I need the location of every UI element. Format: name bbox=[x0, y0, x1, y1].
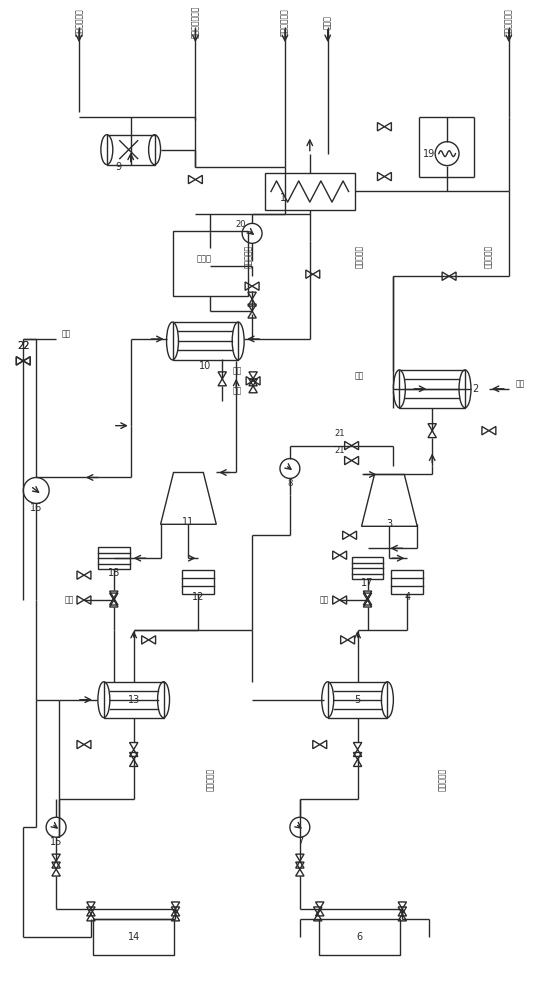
Text: 分馏水外排液: 分馏水外排液 bbox=[74, 8, 84, 36]
Bar bbox=[328, 682, 387, 718]
Text: 循环冷却水: 循环冷却水 bbox=[438, 768, 447, 791]
Text: 10: 10 bbox=[199, 361, 211, 371]
Bar bbox=[104, 682, 163, 718]
Text: 17: 17 bbox=[361, 578, 374, 588]
Text: 污泥进: 污泥进 bbox=[323, 15, 332, 29]
Text: 裂解炉烟气: 裂解炉烟气 bbox=[355, 245, 364, 268]
Text: 12: 12 bbox=[192, 592, 205, 602]
Text: 循环冷却水: 循环冷却水 bbox=[206, 768, 215, 791]
Text: 裂解炉: 裂解炉 bbox=[197, 255, 212, 264]
Text: 工源: 工源 bbox=[65, 596, 74, 605]
Text: 13: 13 bbox=[128, 695, 140, 705]
Bar bbox=[351, 557, 383, 579]
Bar bbox=[265, 173, 355, 210]
Text: 8: 8 bbox=[287, 479, 293, 488]
Text: 6: 6 bbox=[357, 932, 363, 942]
Bar bbox=[107, 135, 155, 165]
Text: 4: 4 bbox=[404, 592, 411, 602]
Text: 3: 3 bbox=[386, 519, 393, 529]
Text: 循环水去储罐: 循环水去储罐 bbox=[504, 8, 513, 36]
Text: 5: 5 bbox=[355, 695, 361, 705]
Text: 工源: 工源 bbox=[61, 329, 71, 338]
Text: 回转物料返回: 回转物料返回 bbox=[280, 8, 289, 36]
Bar bbox=[93, 919, 174, 955]
Text: 9: 9 bbox=[116, 162, 122, 172]
Text: 15: 15 bbox=[50, 837, 62, 847]
Bar bbox=[399, 370, 465, 408]
Text: 11: 11 bbox=[182, 517, 194, 527]
Bar bbox=[319, 919, 400, 955]
Text: 22: 22 bbox=[17, 341, 29, 351]
Text: 工源: 工源 bbox=[232, 366, 242, 375]
Bar bbox=[392, 570, 423, 594]
Text: 19: 19 bbox=[423, 149, 435, 159]
Text: 14: 14 bbox=[128, 932, 140, 942]
Text: 1: 1 bbox=[280, 193, 286, 203]
Bar bbox=[173, 322, 238, 360]
Text: 余热蒸汽管: 余热蒸汽管 bbox=[484, 245, 494, 268]
Text: 7: 7 bbox=[296, 837, 303, 847]
Text: 工源: 工源 bbox=[516, 379, 525, 388]
Text: 20: 20 bbox=[235, 220, 245, 229]
Text: 18: 18 bbox=[108, 568, 120, 578]
Bar bbox=[98, 547, 130, 569]
Bar bbox=[182, 570, 214, 594]
Bar bbox=[173, 231, 248, 296]
Text: 工源: 工源 bbox=[232, 386, 242, 395]
Text: 分馏油外排液罐: 分馏油外排液罐 bbox=[191, 6, 200, 38]
Text: 21: 21 bbox=[334, 429, 345, 438]
Text: 工源: 工源 bbox=[355, 371, 364, 380]
Text: 21: 21 bbox=[334, 446, 345, 455]
Text: 22: 22 bbox=[17, 341, 29, 351]
Text: 裂解炉烟气: 裂解炉烟气 bbox=[244, 245, 252, 268]
Text: 2: 2 bbox=[472, 384, 478, 394]
Text: 16: 16 bbox=[30, 503, 42, 513]
Text: 工源: 工源 bbox=[320, 596, 330, 605]
